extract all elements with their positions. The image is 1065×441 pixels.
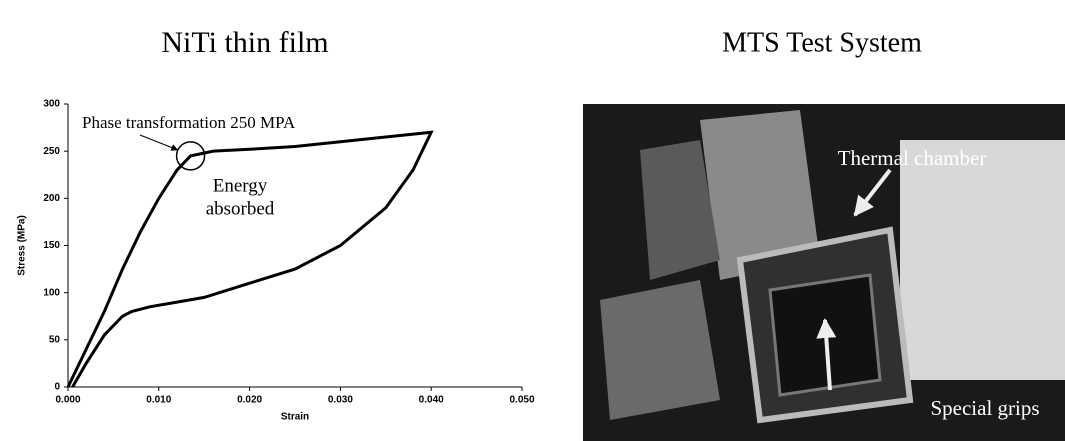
annotation: Phase transformation 250 MPA	[82, 113, 296, 132]
y-tick-label: 200	[43, 193, 60, 204]
y-tick-label: 150	[43, 240, 60, 251]
photo: Thermal chamber Special grips	[583, 104, 1065, 441]
left-title: NiTi thin film	[161, 26, 328, 59]
y-tick-label: 300	[43, 99, 60, 110]
photo-shape	[600, 280, 720, 420]
x-tick-label: 0.030	[328, 395, 353, 406]
annotation: Energy	[213, 175, 268, 196]
photo-shape	[640, 140, 720, 280]
arrow	[853, 168, 892, 217]
photo-title: MTS Test System	[722, 27, 922, 58]
photo-shape	[900, 140, 1065, 380]
x-tick-label: 0.040	[419, 395, 444, 406]
arrow	[816, 318, 837, 391]
x-tick-label: 0.010	[146, 395, 171, 406]
photo-shape	[700, 110, 820, 280]
x-tick-label: 0.020	[237, 395, 262, 406]
y-tick-label: 50	[49, 334, 61, 345]
x-tick-label: 0.050	[509, 395, 534, 406]
photo-label: Thermal chamber	[838, 146, 987, 170]
data-line	[66, 130, 434, 388]
y-tick-label: 250	[43, 146, 60, 157]
x-tick-label: 0.000	[55, 395, 80, 406]
highlight-circle	[175, 141, 206, 171]
annotation: absorbed	[206, 198, 275, 219]
x-axis-label: Strain	[281, 412, 309, 423]
chart: 0 50 100 150 200 250 300 0.000 0.010 0.020 0.030 0.…	[17, 99, 535, 423]
photo-label: Special grips	[930, 396, 1039, 420]
y-tick-label: 100	[43, 287, 60, 298]
y-tick-label: 0	[54, 382, 60, 393]
y-axis-label: Stress (MPa)	[17, 215, 28, 276]
annotation-arrow	[139, 134, 179, 151]
